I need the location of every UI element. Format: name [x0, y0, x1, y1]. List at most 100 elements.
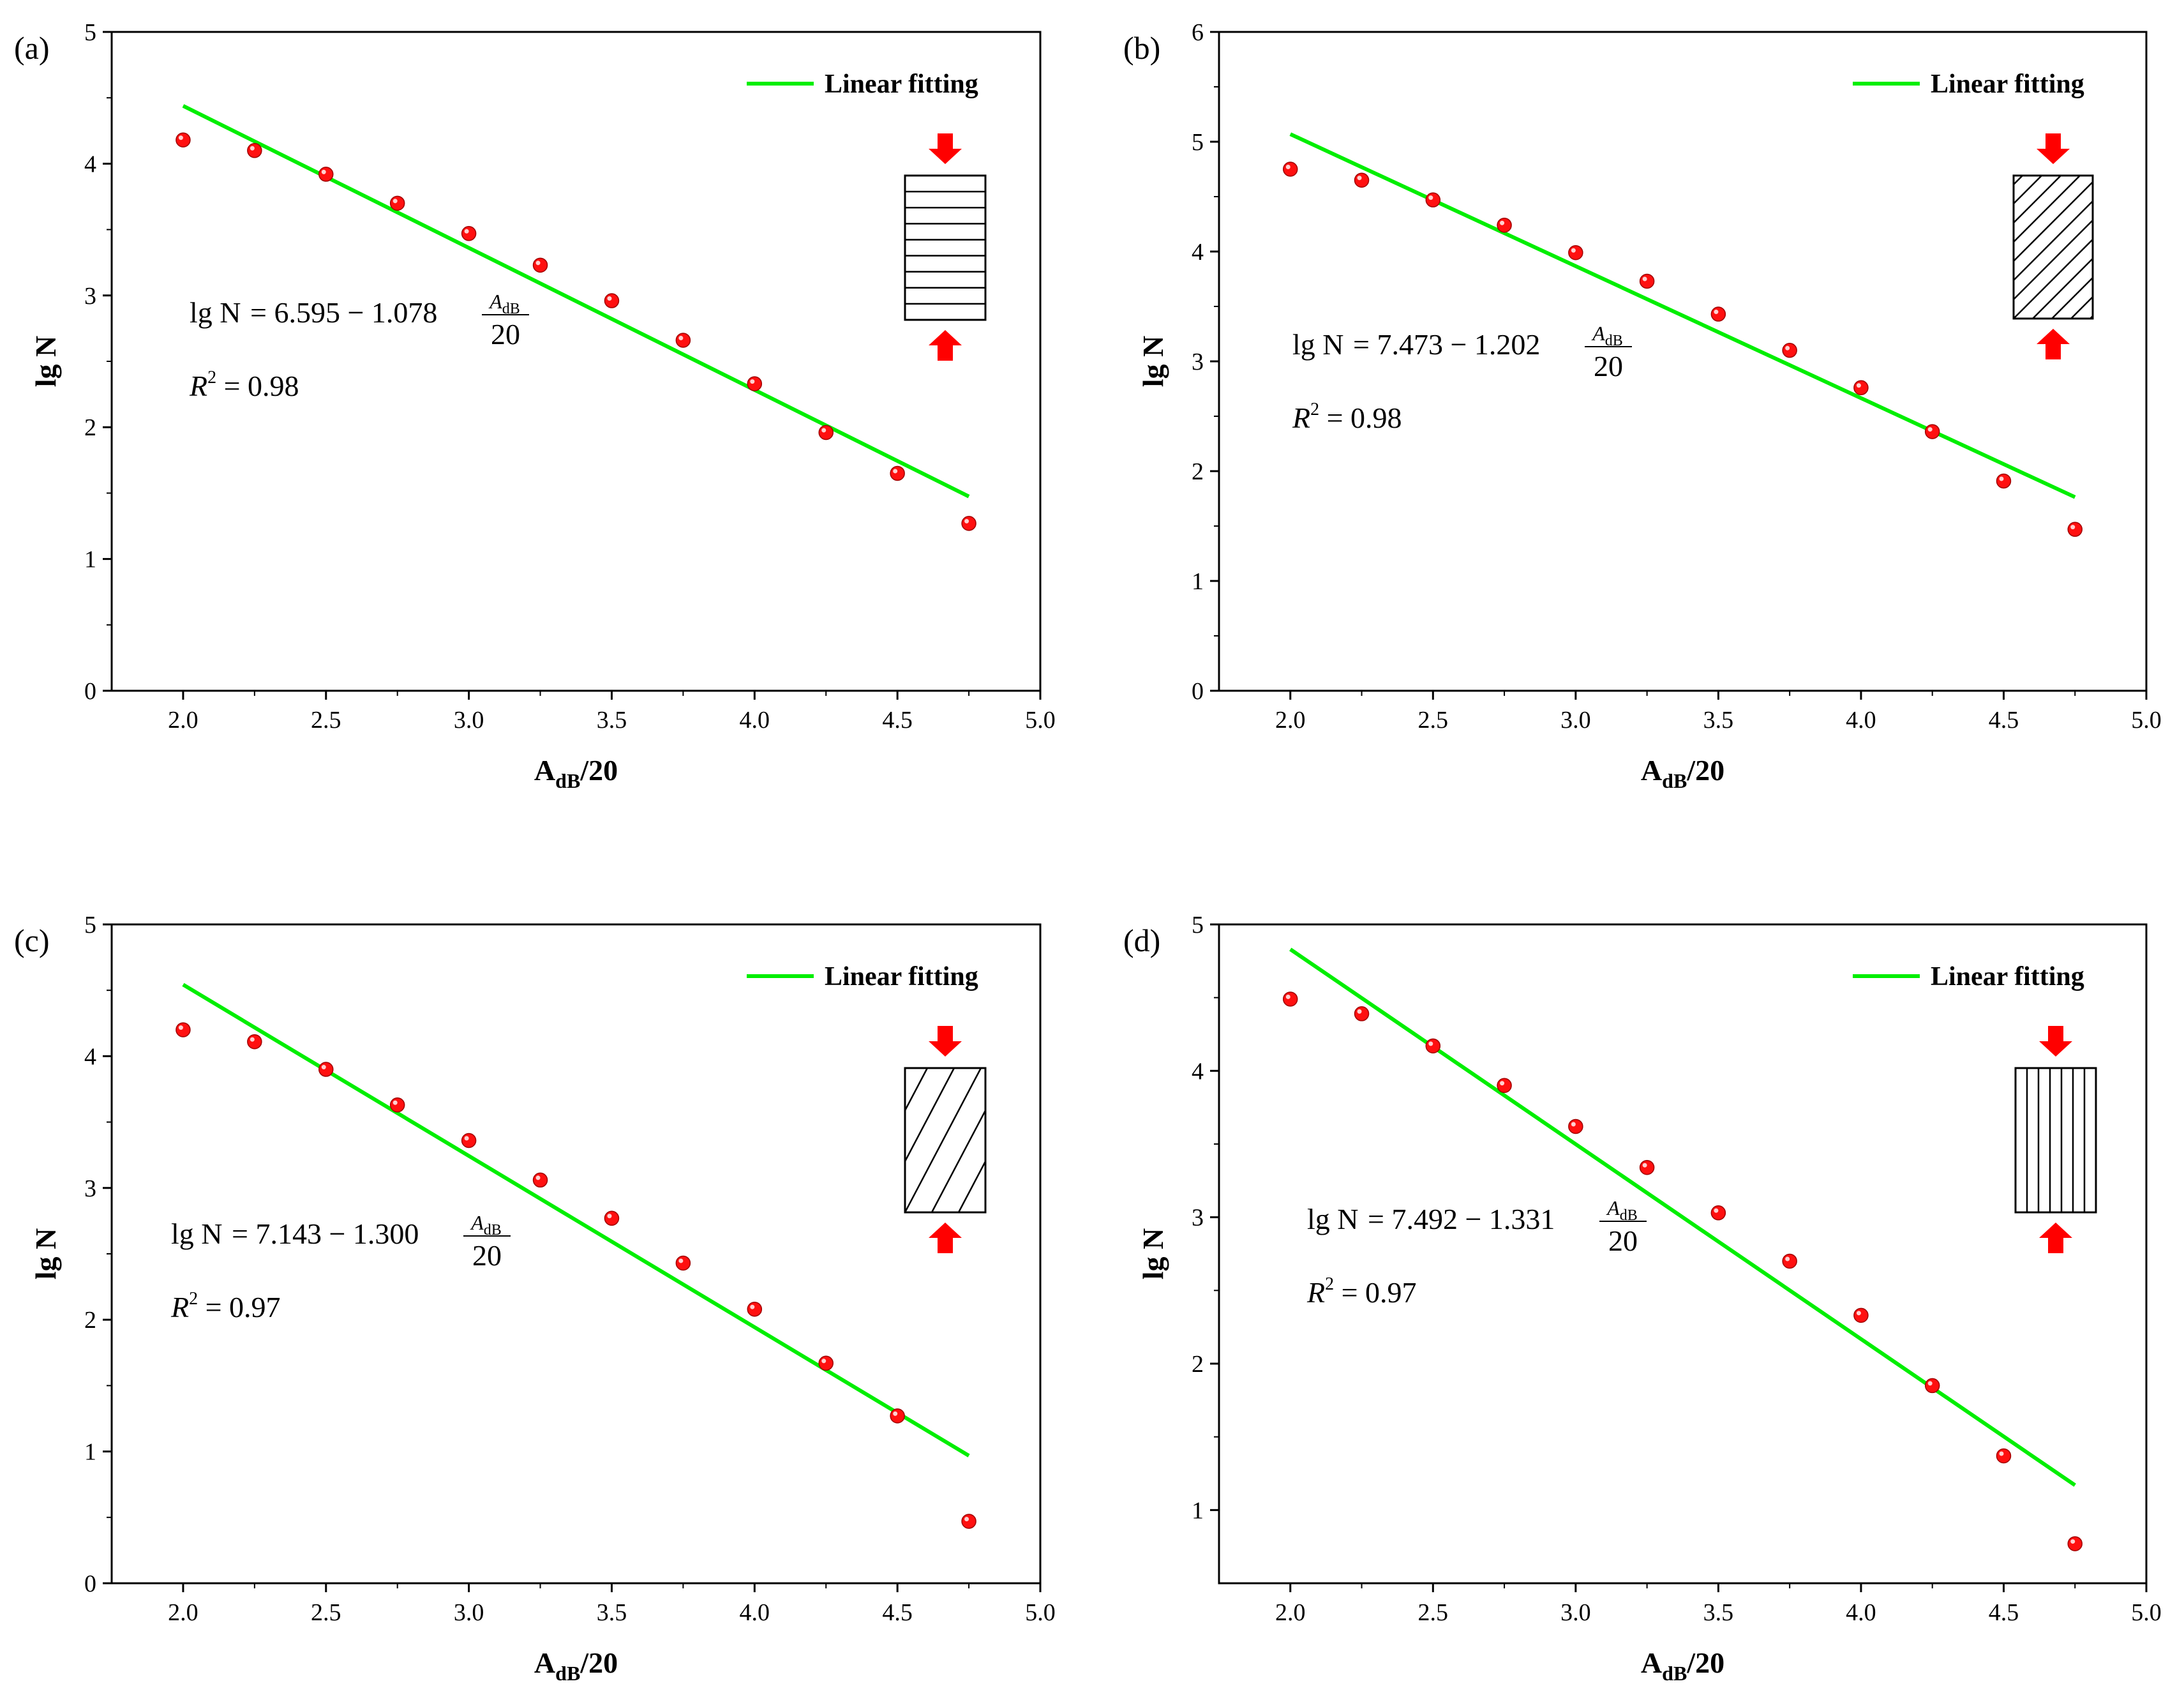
r-squared: R2 = 0.98 [1292, 400, 1402, 434]
x-axis-title: AdB/20 [1641, 754, 1724, 792]
y-tick-label: 2 [1192, 458, 1204, 485]
x-tick-label: 2.5 [1418, 1599, 1449, 1626]
fit-line [182, 983, 970, 1457]
x-tick-label: 2.5 [311, 707, 341, 734]
hatch-line [984, 1210, 985, 1212]
data-point-highlight [1999, 1451, 2004, 1456]
x-tick-label: 2.5 [1418, 707, 1449, 734]
data-point-highlight [2070, 1539, 2076, 1544]
data-point [1425, 192, 1441, 207]
y-tick-label: 1 [84, 1439, 96, 1466]
data-point [532, 257, 548, 273]
x-tick-label: 4.5 [1989, 1599, 2019, 1626]
y-tick-label: 6 [1192, 19, 1204, 46]
data-point-highlight [964, 1516, 969, 1521]
data-point-highlight [1357, 1009, 1362, 1014]
arrow-down-icon [2039, 1026, 2072, 1057]
fit-line [182, 104, 970, 499]
data-point [1853, 380, 1869, 396]
plot-frame [110, 31, 1042, 692]
data-point [176, 1022, 191, 1037]
equation-rhs: = 7.143 − 1.300 [232, 1217, 419, 1250]
data-point [1354, 1006, 1370, 1021]
r-squared: R2 = 0.98 [189, 368, 299, 402]
legend-label: Linear fitting [1931, 70, 2084, 99]
data-point-highlight [821, 1359, 826, 1364]
specimen-icon [1803, 133, 2184, 359]
y-tick-label: 3 [1192, 349, 1204, 375]
data-point [1283, 991, 1298, 1007]
hatch-line [1119, 1068, 1195, 1212]
data-point [2067, 522, 2083, 537]
y-tick-label: 3 [84, 283, 96, 310]
legend-label: Linear fitting [825, 70, 978, 99]
fit-line [1289, 947, 2076, 1487]
equation-rhs: = 7.473 − 1.202 [1353, 328, 1540, 361]
data-point-highlight [1927, 427, 1933, 432]
r-squared: R2 = 0.97 [1306, 1274, 1417, 1309]
data-point-highlight [1642, 1163, 1647, 1168]
specimen-pattern [905, 190, 985, 305]
x-tick-label: 2.5 [311, 1599, 341, 1626]
y-tick-label: 0 [1192, 678, 1204, 705]
legend-label: Linear fitting [825, 962, 978, 991]
data-point-highlight [250, 146, 255, 151]
data-point [2067, 1536, 2083, 1551]
x-tick-label: 2.0 [1275, 1599, 1306, 1626]
hatch-line [1012, 1068, 1088, 1212]
hatch-line [2128, 176, 2184, 319]
x-tick-label: 4.0 [740, 707, 770, 734]
y-tick-label: 3 [84, 1175, 96, 1202]
data-point-highlight [1927, 1381, 1933, 1386]
y-tick-label: 4 [84, 1043, 96, 1070]
y-tick-label: 1 [1192, 568, 1204, 595]
data-point-highlight [1571, 1122, 1576, 1127]
data-point-highlight [750, 379, 755, 384]
hatch-line [2032, 257, 2093, 319]
equation-lhs: lg N [190, 296, 241, 329]
x-tick-label: 3.5 [597, 707, 627, 734]
x-tick-label: 2.0 [168, 707, 198, 734]
plot-frame [1218, 923, 2148, 1585]
hatch-line [2014, 181, 2093, 262]
x-axis-title: AdB/20 [1641, 1646, 1724, 1685]
data-point-highlight [1500, 220, 1505, 225]
y-tick-label: 5 [84, 19, 96, 46]
panel-b: (b) 2.0 2.5 3.0 3.5 4.0 4.5 5.0 0 1 2 3 4 5 6 AdB/20 lg … [1123, 19, 2184, 792]
hatch-line [905, 1068, 929, 1113]
data-point-highlight [393, 199, 398, 204]
fit-line [1289, 132, 2076, 499]
data-point [1782, 1253, 1797, 1269]
arrow-up-icon [2037, 329, 2070, 359]
hatch-line [798, 1068, 874, 1212]
data-point [1782, 343, 1797, 358]
data-point-highlight [1357, 176, 1362, 181]
hatch-line [2167, 176, 2184, 319]
hatch-line [1200, 1068, 1276, 1212]
data-point-highlight [464, 1136, 469, 1141]
data-point [1568, 1118, 1583, 1134]
data-point-highlight [678, 335, 684, 340]
hatch-line [1173, 1068, 1249, 1212]
data-point-highlight [893, 1411, 898, 1416]
data-point [1924, 1378, 1940, 1394]
x-tick-label: 2.0 [168, 1599, 198, 1626]
equation-lhs: lg N [1307, 1203, 1359, 1235]
data-point-highlight [607, 1214, 612, 1219]
data-point [247, 143, 262, 158]
data-point [1283, 162, 1298, 177]
y-axis-title: lg N [1137, 336, 1169, 388]
hatch-line [1803, 176, 1946, 319]
x-tick-label: 3.0 [1560, 1599, 1591, 1626]
hatch-line [1066, 1068, 1142, 1212]
arrow-down-icon [929, 133, 962, 164]
hatch-line [2014, 176, 2081, 243]
hatch-line [1146, 1068, 1222, 1212]
y-tick-label: 5 [1192, 912, 1204, 938]
data-point [1924, 424, 1940, 439]
data-point [1710, 1205, 1726, 1221]
data-point [1497, 1078, 1512, 1094]
